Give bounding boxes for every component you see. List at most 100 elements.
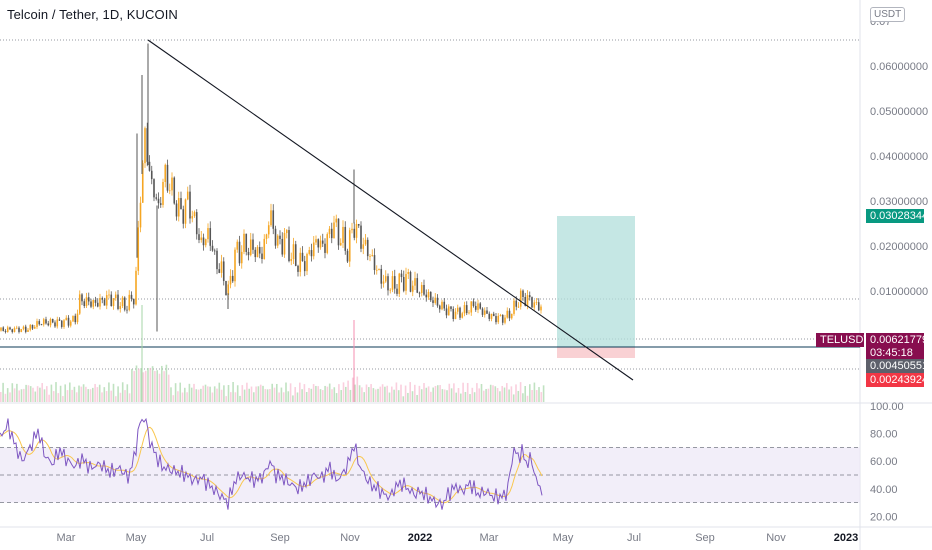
candle-body bbox=[51, 319, 54, 323]
candle-body bbox=[398, 273, 401, 294]
candle-body bbox=[299, 252, 302, 272]
volume-bar bbox=[156, 370, 158, 402]
volume-bar bbox=[165, 364, 168, 402]
candle-body bbox=[126, 309, 128, 311]
volume-bar bbox=[94, 383, 96, 402]
candle-body bbox=[526, 295, 529, 306]
candle-body bbox=[76, 313, 79, 323]
candle-body bbox=[18, 327, 20, 332]
candle-body bbox=[393, 276, 396, 289]
volume-bar bbox=[347, 380, 349, 402]
volume-bar bbox=[365, 384, 368, 402]
countdown-tag: 03:45:18 bbox=[866, 346, 924, 360]
volume-bar bbox=[179, 382, 181, 402]
volume-bar bbox=[411, 391, 414, 402]
volume-bar bbox=[220, 389, 223, 402]
candle-body bbox=[146, 128, 149, 162]
volume-bar bbox=[418, 385, 421, 402]
volume-bar bbox=[303, 384, 306, 402]
candle-body bbox=[301, 252, 304, 262]
volume-bar bbox=[0, 392, 2, 402]
price-axis-label: 0.05000000 bbox=[870, 106, 928, 118]
candle-body bbox=[324, 243, 326, 253]
volume-bar bbox=[110, 390, 112, 402]
volume-bar bbox=[108, 382, 110, 402]
rsi-axis-label: 60.00 bbox=[870, 456, 898, 468]
volume-bar bbox=[241, 385, 244, 402]
candle-body bbox=[400, 273, 403, 278]
volume-bar bbox=[34, 391, 37, 402]
candle-body bbox=[272, 210, 275, 229]
candle-body bbox=[342, 226, 344, 243]
volume-bar bbox=[335, 393, 338, 402]
volume-bar bbox=[232, 382, 234, 402]
volume-bar bbox=[147, 367, 149, 402]
candle-body bbox=[447, 306, 450, 316]
candle-body bbox=[96, 302, 99, 307]
candle-body bbox=[132, 298, 135, 305]
symbol-title[interactable]: Telcoin / Tether, 1D, KUCOIN bbox=[7, 7, 178, 22]
currency-unit-badge[interactable]: USDT bbox=[870, 7, 906, 22]
candle-body bbox=[533, 302, 536, 308]
volume-bar bbox=[324, 385, 326, 402]
volume-bar bbox=[4, 393, 7, 402]
time-axis-label: May bbox=[126, 532, 147, 544]
ticker-tag[interactable]: TELUSDT bbox=[816, 333, 870, 347]
volume-bar bbox=[363, 392, 365, 402]
volume-bar bbox=[80, 386, 83, 402]
volume-bar bbox=[393, 389, 395, 402]
candle-body bbox=[69, 321, 72, 326]
candle-body bbox=[141, 163, 144, 203]
candle-body bbox=[321, 240, 324, 244]
volume-bar bbox=[133, 371, 135, 402]
candle-body bbox=[200, 237, 203, 241]
volume-bar bbox=[75, 392, 78, 402]
volume-bar bbox=[87, 389, 89, 402]
candle-body bbox=[22, 326, 25, 330]
volume-bar bbox=[218, 382, 221, 402]
volume-bar bbox=[407, 392, 409, 402]
volume-bar bbox=[289, 383, 292, 402]
candle-body bbox=[454, 311, 457, 319]
volume-bar bbox=[540, 392, 543, 402]
volume-bar bbox=[423, 383, 425, 402]
candle-body bbox=[247, 251, 250, 256]
volume-bar bbox=[395, 382, 398, 402]
candle-body bbox=[375, 269, 378, 271]
candle-body bbox=[99, 297, 101, 307]
volume-bar bbox=[50, 384, 53, 402]
candle-body bbox=[333, 222, 335, 239]
volume-bar bbox=[39, 387, 41, 402]
volume-bar bbox=[299, 382, 301, 402]
long-position-stop-zone[interactable] bbox=[557, 347, 635, 358]
volume-bar bbox=[425, 387, 428, 402]
candle-body bbox=[153, 179, 155, 198]
volume-bar bbox=[128, 393, 131, 402]
long-position-profit-zone[interactable] bbox=[557, 216, 635, 347]
candle-body bbox=[389, 289, 392, 291]
candle-body bbox=[2, 327, 5, 331]
volume-bar bbox=[142, 372, 145, 402]
volume-bar bbox=[209, 386, 211, 402]
volume-bar bbox=[427, 386, 430, 402]
candle-body bbox=[528, 295, 531, 298]
candle-body bbox=[434, 297, 437, 304]
candle-body bbox=[490, 313, 493, 319]
volume-bar bbox=[41, 383, 43, 402]
candle-body bbox=[461, 313, 464, 318]
volume-bar bbox=[207, 386, 209, 402]
volume-bar bbox=[161, 365, 163, 402]
volume-bar bbox=[404, 385, 407, 402]
candle-body bbox=[254, 249, 257, 258]
volume-bar bbox=[483, 390, 485, 402]
volume-bar bbox=[434, 385, 437, 402]
candle-body bbox=[92, 299, 95, 307]
candle-body bbox=[74, 315, 77, 323]
descending-trendline[interactable] bbox=[147, 39, 634, 381]
candle-body bbox=[245, 233, 248, 252]
candle-body bbox=[56, 319, 59, 327]
volume-bar bbox=[342, 382, 345, 402]
candle-body bbox=[337, 218, 340, 246]
volume-bar bbox=[98, 384, 101, 402]
